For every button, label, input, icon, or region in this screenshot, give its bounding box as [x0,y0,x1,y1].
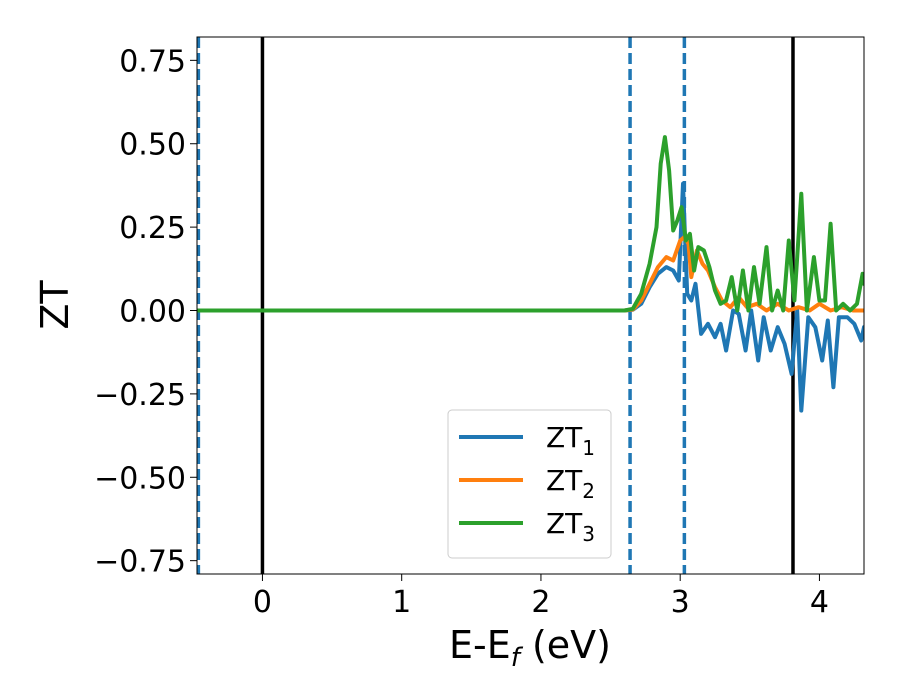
x-tick-label: 4 [810,585,829,620]
x-tick-label: 3 [671,585,690,620]
x-tick-label: 2 [531,585,550,620]
y-tick-label: 0.00 [119,295,186,330]
vertical-lines-group [197,37,795,574]
legend-label-zt1: ZT1 [546,421,595,460]
series-line-zt1 [197,181,864,413]
y-tick-label: −0.50 [94,461,186,496]
y-axis-ticks: 0.75 0.50 0.25 0.00 −0.25 −0.50 −0.75 [94,44,197,580]
y-tick-label: 0.50 [119,128,186,163]
y-axis-title: ZT [33,280,77,330]
legend-label-zt2: ZT2 [546,464,595,503]
x-tick-label: 0 [253,585,272,620]
x-axis-title: E-Ef (eV) [449,623,611,673]
series-line-zt3 [197,135,864,313]
legend: ZT1 ZT2 ZT3 [447,409,612,559]
x-axis-ticks: 0 1 2 3 4 [253,574,829,620]
x-tick-label: 1 [392,585,411,620]
y-tick-label: −0.25 [94,378,186,413]
y-tick-label: 0.25 [119,211,186,246]
y-tick-label: 0.75 [119,44,186,79]
series-group [197,135,864,413]
plot-frame [196,36,865,575]
legend-label-zt3: ZT3 [546,507,595,546]
y-tick-label: −0.75 [94,545,186,580]
